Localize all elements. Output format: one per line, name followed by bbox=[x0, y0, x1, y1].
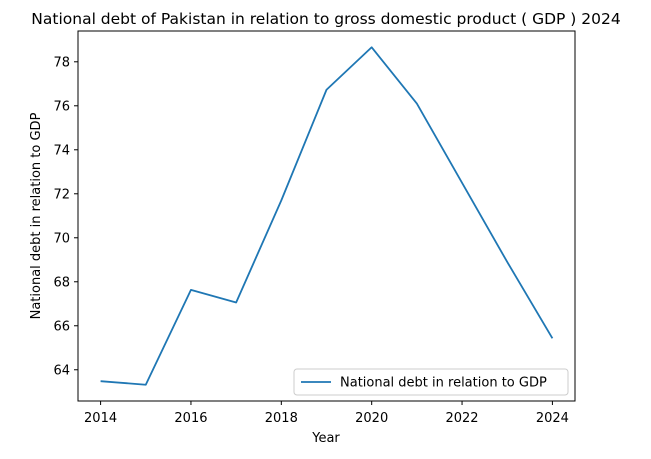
legend: National debt in relation to GDP bbox=[293, 368, 569, 396]
y-tick-label: 68 bbox=[53, 275, 70, 290]
y-tick-label: 72 bbox=[53, 187, 70, 202]
series-line-national-debt bbox=[100, 46, 554, 386]
y-tick-label: 66 bbox=[53, 319, 70, 334]
x-tick-label: 2014 bbox=[84, 411, 117, 426]
x-tick-label: 2016 bbox=[174, 411, 207, 426]
x-tick-label: 2018 bbox=[265, 411, 298, 426]
legend-box bbox=[293, 368, 569, 396]
legend-label: National debt in relation to GDP bbox=[340, 376, 547, 391]
y-tick-label: 70 bbox=[53, 231, 70, 246]
x-tick-label: 2024 bbox=[536, 411, 569, 426]
x-tick-label: 2020 bbox=[355, 411, 388, 426]
x-axis-label: Year bbox=[311, 431, 340, 446]
x-tick-label: 2022 bbox=[445, 411, 478, 426]
x-axis: 2014 2016 2018 2020 2022 2024 bbox=[84, 401, 569, 426]
y-tick-label: 76 bbox=[53, 99, 70, 114]
y-axis: 64 66 68 70 72 74 76 78 bbox=[53, 55, 78, 378]
y-tick-label: 78 bbox=[53, 55, 70, 70]
plot-area bbox=[77, 30, 576, 402]
chart-title: National debt of Pakistan in relation to… bbox=[31, 10, 620, 28]
y-axis-label: National debt in relation to GDP bbox=[29, 112, 44, 319]
y-tick-label: 74 bbox=[53, 143, 70, 158]
y-tick-label: 64 bbox=[53, 363, 70, 378]
